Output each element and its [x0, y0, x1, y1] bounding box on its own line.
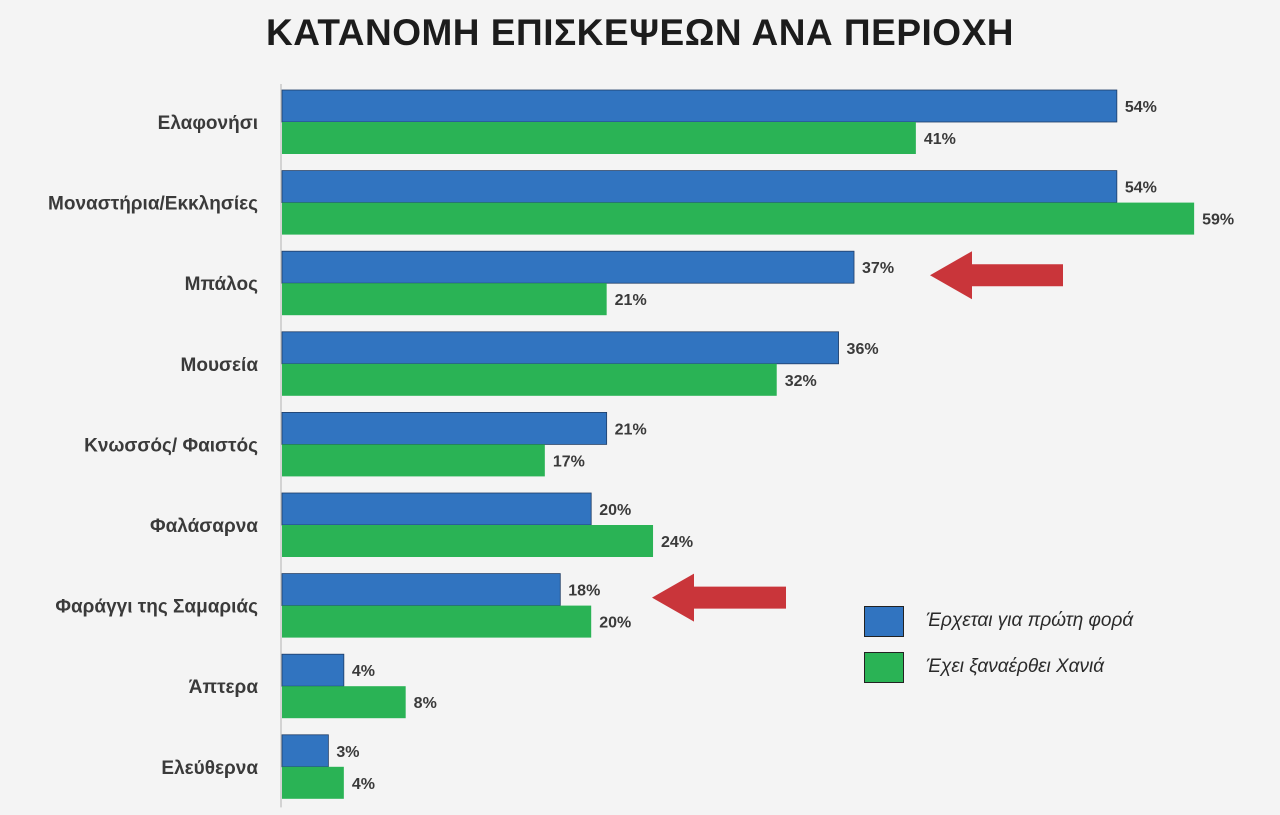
value-label: 36% [847, 341, 879, 358]
bar-first-time [281, 170, 1118, 204]
bar-first-time [281, 250, 855, 284]
bar-returning [282, 766, 344, 799]
legend-label-returning: Έχει ξαναέρθει Χανιά [926, 656, 1105, 677]
category-label: Ελεύθερνα [161, 758, 258, 779]
bar-returning [282, 605, 592, 638]
bar-returning [282, 525, 654, 557]
value-label: 24% [661, 534, 693, 551]
bar-first-time [281, 573, 561, 606]
value-label: 21% [615, 421, 647, 438]
bar-first-time [281, 411, 608, 445]
bar-returning [282, 202, 1195, 235]
legend-label-first-time: Έρχεται για πρώτη φορά [926, 610, 1134, 631]
red-arrow-annotation [930, 251, 1063, 300]
value-label: 8% [414, 695, 437, 712]
value-label: 54% [1125, 180, 1157, 197]
chart-title: ΚΑΤΑΝΟΜΗ ΕΠΙΣΚΕΨΕΩΝ ΑΝΑ ΠΕΡΙΟΧΗ [266, 12, 1014, 53]
bar-returning [282, 686, 406, 719]
bar-first-time [281, 653, 345, 687]
bar-first-time [281, 331, 839, 365]
category-label: Φαλάσαρνα [150, 516, 258, 537]
bar-returning [282, 363, 777, 396]
value-label: 18% [568, 583, 600, 600]
value-label: 4% [352, 776, 375, 793]
category-label: Φαράγγι της Σαμαριάς [55, 597, 258, 618]
value-label: 17% [553, 453, 585, 470]
bar-returning [282, 283, 607, 316]
category-label: Μουσεία [181, 355, 259, 376]
bar-first-time [281, 734, 329, 768]
value-label: 3% [336, 744, 359, 761]
value-label: 37% [862, 260, 894, 277]
value-label: 32% [785, 373, 817, 390]
red-arrow-annotation [652, 573, 786, 622]
bar-first-time [281, 492, 592, 526]
value-label: 59% [1202, 212, 1234, 229]
value-label: 21% [615, 292, 647, 309]
bar-returning [282, 122, 916, 154]
value-label: 4% [352, 663, 375, 680]
bar-first-time [281, 89, 1118, 123]
bar-returning [282, 444, 545, 477]
category-label: Ελαφονήσι [158, 113, 258, 134]
category-label: Κνωσσός/ Φαιστός [84, 435, 258, 456]
legend-swatch-first-time [864, 606, 904, 637]
value-label: 54% [1125, 99, 1157, 116]
value-label: 20% [599, 502, 631, 519]
category-label: Μπάλος [185, 274, 258, 295]
category-label: Μοναστήρια/Εκκλησίες [48, 194, 258, 215]
value-label: 20% [599, 615, 631, 632]
category-label: Άπτερα [189, 677, 259, 698]
legend-swatch-returning [864, 652, 904, 683]
value-label: 41% [924, 131, 956, 148]
